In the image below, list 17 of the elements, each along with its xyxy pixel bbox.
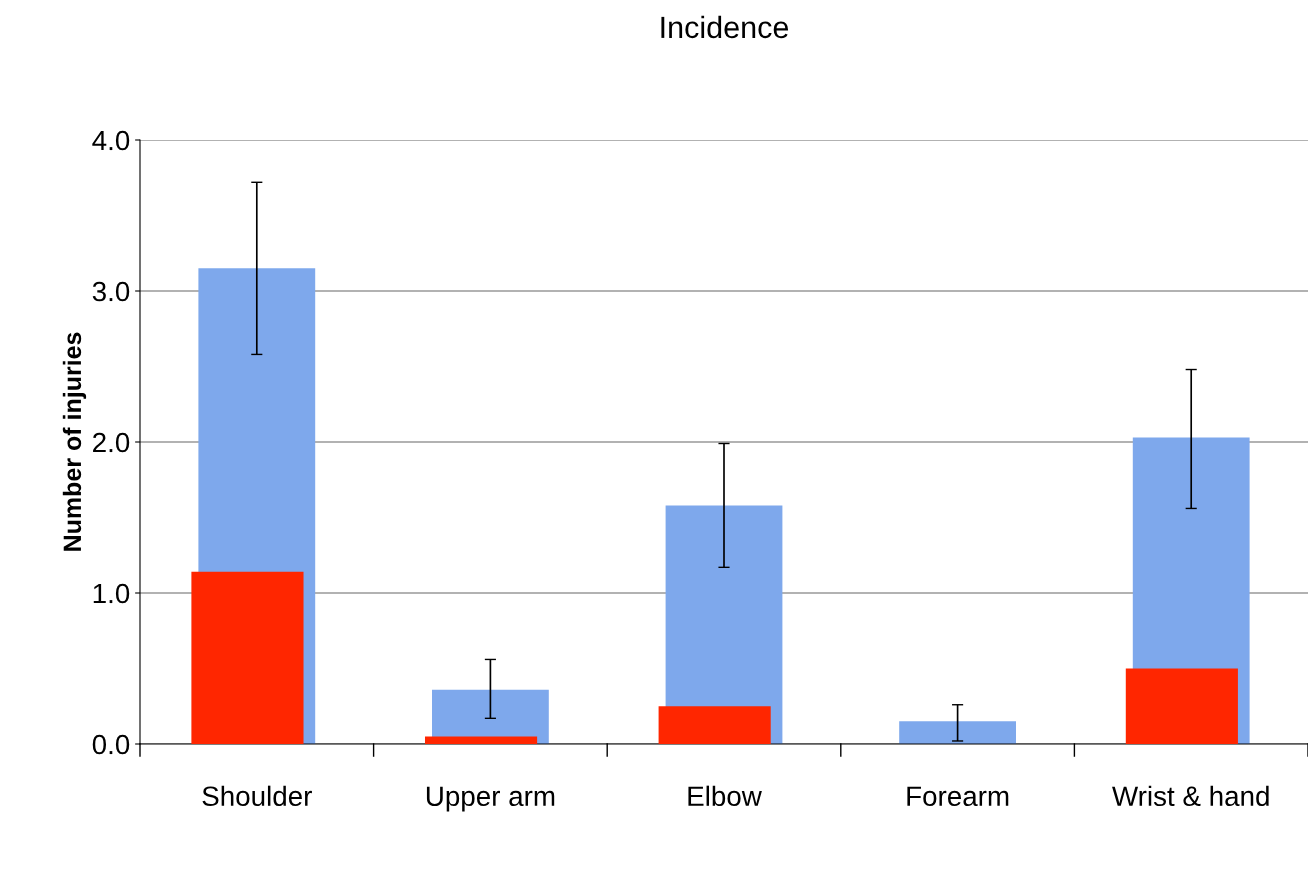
bar: [191, 571, 304, 744]
y-axis-title: Number of injuries: [62, 332, 87, 551]
y-tick-label: 3.0: [92, 281, 130, 302]
bar: [1125, 668, 1238, 744]
bar: [424, 736, 538, 744]
y-tick-label: 0.0: [92, 734, 130, 755]
y-tick-label: 2.0: [93, 432, 130, 453]
bar: [899, 721, 1016, 744]
x-tick-label: Forearm: [907, 786, 1009, 807]
y-tick-label: 4.0: [92, 130, 130, 151]
x-tick-label: Upper arm: [426, 786, 555, 812]
y-tick-label: 1.0: [93, 583, 130, 604]
x-tick-label: Wrist & hand: [1112, 785, 1269, 807]
x-tick-label: Shoulder: [202, 785, 312, 807]
chart-title: Incidence: [661, 15, 789, 39]
bar: [658, 706, 771, 744]
x-tick-label: Elbow: [688, 785, 762, 807]
